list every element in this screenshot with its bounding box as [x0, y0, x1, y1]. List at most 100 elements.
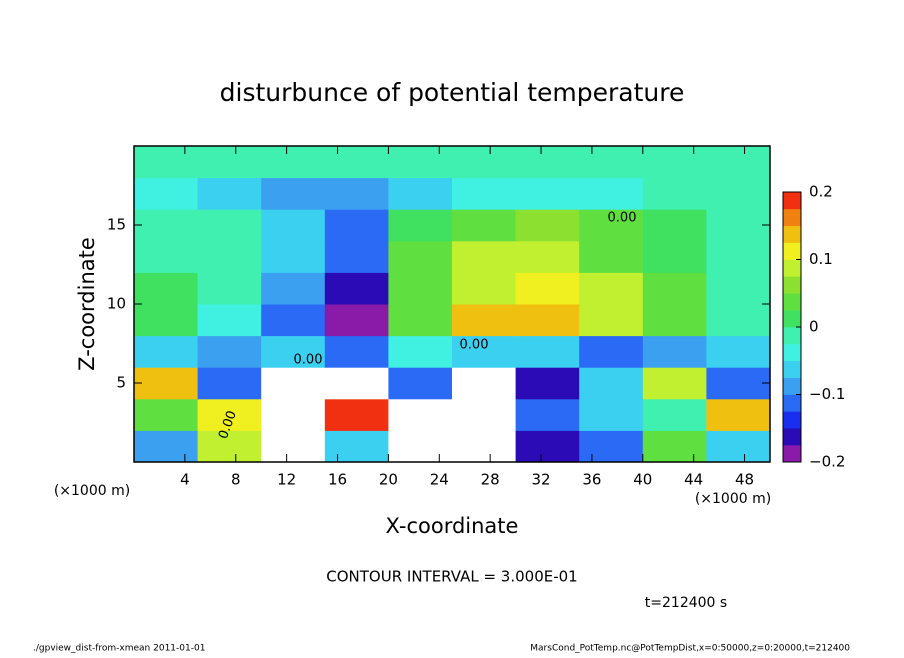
- x-tick-label: 36: [582, 471, 601, 489]
- footer-left: ./gpview_dist-from-xmean 2011-01-01: [33, 644, 205, 654]
- cell: [197, 240, 262, 273]
- x-axis-label: X-coordinate: [386, 514, 519, 538]
- cell: [515, 209, 580, 242]
- colorbar-tick-label: 0.1: [809, 250, 833, 268]
- cell: [579, 146, 644, 179]
- cell: [706, 398, 771, 431]
- colorbar-tick-label: 0: [809, 318, 819, 336]
- x-unit: (×1000 m): [695, 491, 771, 507]
- cell: [388, 335, 453, 368]
- x-tick-label: 44: [684, 471, 703, 489]
- cell: [642, 209, 707, 242]
- footer-right: MarsCond_PotTemp.nc@PotTempDist,x=0:5000…: [530, 644, 850, 654]
- cell: [261, 398, 326, 431]
- cell: [134, 146, 199, 179]
- cell: [579, 177, 644, 210]
- cell: [388, 209, 453, 242]
- x-tick-label: 20: [379, 471, 398, 489]
- y-tick-label: 5: [116, 374, 126, 392]
- cell: [515, 146, 580, 179]
- colorbar-bin: [783, 377, 801, 395]
- cell: [197, 367, 262, 400]
- x-tick-label: 32: [531, 471, 550, 489]
- chart-title: disturbunce of potential temperature: [220, 78, 685, 107]
- cell: [452, 430, 517, 463]
- cell: [706, 240, 771, 273]
- cell: [515, 240, 580, 273]
- y-tick-label: 15: [107, 216, 126, 234]
- cell: [515, 335, 580, 368]
- cell: [197, 398, 262, 431]
- cell: [134, 367, 199, 400]
- cell: [134, 398, 199, 431]
- cell: [452, 146, 517, 179]
- cell: [261, 177, 326, 210]
- cell: [324, 335, 389, 368]
- cell: [324, 430, 389, 463]
- cell: [452, 335, 517, 368]
- cell: [579, 209, 644, 242]
- cell: [324, 177, 389, 210]
- x-tick-label: 8: [231, 471, 241, 489]
- cell: [579, 335, 644, 368]
- contour-interval: CONTOUR INTERVAL = 3.000E-01: [326, 568, 577, 586]
- x-tick-label: 16: [328, 471, 347, 489]
- colorbar-bin: [783, 276, 801, 294]
- cell: [261, 430, 326, 463]
- cell: [706, 367, 771, 400]
- cell: [261, 146, 326, 179]
- cell: [452, 240, 517, 273]
- colorbar-bin: [783, 428, 801, 446]
- cell: [515, 177, 580, 210]
- colorbar-bin: [783, 394, 801, 412]
- cell: [579, 272, 644, 305]
- cell: [134, 240, 199, 273]
- cell: [261, 304, 326, 337]
- cell: [197, 209, 262, 242]
- cell: [515, 367, 580, 400]
- colorbar-bin: [783, 411, 801, 429]
- cell: [197, 272, 262, 305]
- cell: [261, 209, 326, 242]
- cell: [197, 430, 262, 463]
- cell: [388, 272, 453, 305]
- contour-label: 0.00: [460, 338, 489, 353]
- cell: [452, 272, 517, 305]
- cell: [197, 146, 262, 179]
- colorbar-bin: [783, 327, 801, 345]
- cell: [642, 304, 707, 337]
- cell: [324, 146, 389, 179]
- cell: [134, 304, 199, 337]
- colorbar-bin: [783, 310, 801, 328]
- cell: [642, 398, 707, 431]
- cell: [579, 240, 644, 273]
- cell: [388, 304, 453, 337]
- cell: [579, 398, 644, 431]
- cell: [452, 177, 517, 210]
- cell: [515, 304, 580, 337]
- cell: [324, 272, 389, 305]
- cell: [706, 272, 771, 305]
- contour-label: 0.00: [608, 211, 637, 226]
- colorbar-tick-label: −0.1: [809, 385, 845, 403]
- cell: [261, 272, 326, 305]
- cell: [642, 146, 707, 179]
- cell: [706, 335, 771, 368]
- x-tick-label: 12: [277, 471, 296, 489]
- cell: [706, 209, 771, 242]
- cell: [134, 272, 199, 305]
- cell: [261, 335, 326, 368]
- cell: [642, 177, 707, 210]
- x-tick-label: 40: [633, 471, 652, 489]
- colorbar-bin: [783, 343, 801, 362]
- cell: [388, 177, 453, 210]
- cell: [388, 430, 453, 463]
- y-axis-label: Z-coordinate: [75, 237, 99, 371]
- cell: [706, 177, 771, 210]
- cell: [134, 209, 199, 242]
- cell: [388, 146, 453, 179]
- cell: [642, 240, 707, 273]
- cell: [642, 272, 707, 305]
- cell: [197, 177, 262, 210]
- cell: [642, 430, 707, 463]
